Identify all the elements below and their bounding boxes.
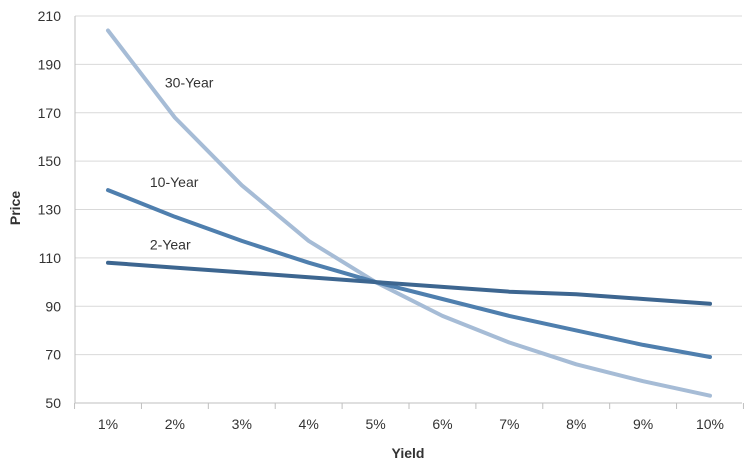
y-tick-label: 210	[38, 8, 62, 24]
y-axis-ticks: 50 70 90 110 130 150 170 190 210	[38, 8, 62, 411]
x-tick-label: 6%	[432, 416, 452, 432]
series-line-10-year	[106, 188, 712, 359]
series-line-2-year	[106, 260, 712, 306]
series-label-10-year: 10-Year	[150, 174, 199, 190]
y-tick-label: 130	[38, 202, 62, 218]
gridlines	[74, 15, 742, 404]
series-lines	[106, 28, 712, 398]
series-label-2-year: 2-Year	[150, 237, 191, 253]
x-tick-label: 10%	[696, 416, 724, 432]
x-tick-label: 2%	[165, 416, 185, 432]
x-axis-ticks: 1% 2% 3% 4% 5% 6% 7% 8% 9% 10%	[74, 403, 744, 432]
x-tick-label: 1%	[98, 416, 118, 432]
y-tick-label: 110	[39, 250, 62, 266]
series-labels: 30-Year 10-Year 2-Year	[150, 75, 214, 253]
y-tick-label: 50	[45, 395, 61, 411]
series-label-30-year: 30-Year	[165, 75, 214, 91]
x-tick-label: 3%	[232, 416, 252, 432]
x-tick-label: 4%	[299, 416, 319, 432]
series-line-30-year	[106, 28, 712, 398]
y-tick-label: 70	[45, 347, 61, 363]
y-tick-label: 150	[38, 153, 62, 169]
y-axis-title: Price	[7, 191, 23, 225]
y-tick-label: 90	[45, 298, 61, 314]
x-tick-label: 9%	[633, 416, 653, 432]
x-tick-label: 5%	[365, 416, 385, 432]
x-tick-label: 8%	[566, 416, 586, 432]
x-axis-title: Yield	[392, 445, 425, 461]
y-tick-label: 190	[38, 56, 62, 72]
y-tick-label: 170	[38, 105, 62, 121]
x-tick-label: 7%	[499, 416, 519, 432]
